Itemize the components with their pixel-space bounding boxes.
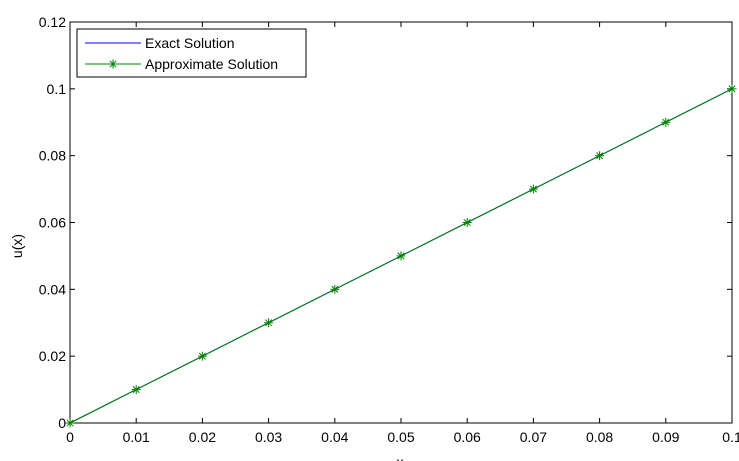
x-axis-label: x	[397, 454, 404, 461]
x-tick-label: 0.04	[321, 429, 348, 445]
x-tick-label: 0	[66, 429, 74, 445]
y-tick-label: 0.12	[39, 14, 66, 30]
approximate-solution-point	[727, 84, 737, 94]
approximate-solution-point	[197, 351, 207, 361]
y-tick-label: 0.1	[47, 81, 67, 97]
approximate-solution-point	[661, 117, 671, 127]
series-layer	[65, 84, 737, 428]
approximate-solution-point	[264, 318, 274, 328]
y-tick-label: 0.02	[39, 348, 66, 364]
x-tick-label: 0.03	[255, 429, 282, 445]
axis-labels: u(x) x	[9, 234, 404, 461]
approximate-solution-point	[528, 184, 538, 194]
legend-box	[76, 28, 307, 78]
plot-area	[69, 21, 733, 424]
approximate-solution-point	[396, 251, 406, 261]
approximate-solution-point	[330, 284, 340, 294]
legend: Exact Solution Approximate Solution	[76, 28, 307, 78]
x-tick-label: 0.07	[520, 429, 547, 445]
plot-frame	[69, 21, 733, 424]
x-tick-label: 0.05	[387, 429, 414, 445]
x-axis: 0 0.01 0.02 0.03 0.04 0.05 0.06 0.07 0.08 0.09 0.1	[66, 22, 739, 445]
y-axis-label: u(x)	[9, 234, 25, 258]
y-tick-label: 0	[58, 415, 66, 431]
x-tick-label: 0.01	[123, 429, 150, 445]
approximate-solution-point	[65, 418, 75, 428]
y-tick-label: 0.08	[39, 148, 66, 164]
x-tick-label: 0.08	[586, 429, 613, 445]
legend-label: Exact Solution	[145, 35, 235, 51]
approximate-solution-point	[462, 218, 472, 227]
x-tick-label: 0.06	[454, 429, 481, 445]
approximate-solution-point	[595, 151, 605, 161]
y-axis: 0 0.02 0.04 0.06 0.08 0.1 0.12	[39, 14, 732, 431]
legend-label: Approximate Solution	[145, 56, 278, 72]
y-tick-label: 0.06	[39, 215, 66, 231]
y-tick-label: 0.04	[39, 281, 66, 297]
approximate-solution-point	[131, 385, 141, 395]
legend-marker	[108, 59, 118, 69]
x-tick-label: 0.02	[189, 429, 216, 445]
x-tick-label: 0.1	[722, 429, 739, 445]
x-tick-label: 0.09	[652, 429, 679, 445]
